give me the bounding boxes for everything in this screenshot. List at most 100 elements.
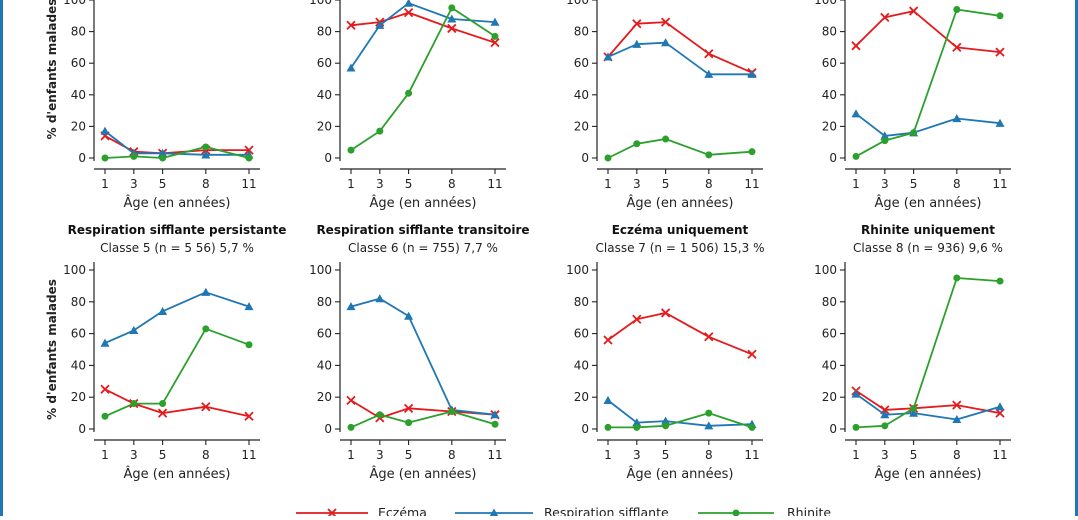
series-line [607, 138, 753, 159]
y-tick-label: 100 [309, 0, 332, 7]
legend-marker [489, 508, 499, 517]
data-point [748, 148, 756, 156]
data-point [603, 395, 613, 404]
data-point [953, 274, 961, 282]
legend: Eczéma Respiration sifflante Rhinite [296, 505, 831, 520]
data-point [852, 152, 860, 160]
chart-panel: 0 20 40 60 80 100 1 3 5 8 11 Âge (en années) Rhinite… [814, 223, 1011, 482]
data-point [245, 154, 253, 162]
data-point [201, 150, 211, 159]
y-tick-label: 80 [317, 295, 332, 309]
x-axis-title: Âge (en années) [874, 195, 981, 211]
data-point [403, 8, 414, 18]
x-axis-title: Âge (en années) [369, 195, 476, 211]
x-tick-label: 11 [992, 448, 1007, 462]
y-tick-label: 60 [822, 56, 837, 70]
y-tick-label: 80 [71, 295, 86, 309]
x-tick-label: 1 [347, 448, 355, 462]
x-tick-label: 3 [633, 448, 641, 462]
data-point [157, 408, 168, 418]
x-tick-label: 11 [487, 177, 502, 191]
data-point [448, 4, 456, 12]
y-tick-label: 0 [78, 151, 86, 165]
data-point [633, 423, 641, 431]
data-point [158, 148, 168, 157]
x-tick-label: 8 [953, 177, 961, 191]
data-point [202, 325, 210, 333]
x-tick-label: 5 [405, 177, 413, 191]
data-point [100, 338, 110, 347]
data-point [376, 127, 384, 135]
data-point [447, 23, 457, 34]
y-tick-label: 40 [574, 358, 589, 372]
y-tick-label: 0 [324, 422, 332, 436]
data-point [632, 39, 642, 48]
y-tick-label: 60 [822, 327, 837, 341]
legend-label: Respiration sifflante [544, 505, 669, 516]
x-tick-label: 1 [604, 448, 612, 462]
panel-title: Eczéma uniquement [612, 223, 749, 237]
data-point [448, 408, 456, 416]
data-point [910, 129, 918, 137]
x-tick-label: 3 [376, 448, 384, 462]
x-tick-label: 8 [202, 177, 210, 191]
data-point [952, 114, 962, 123]
frame-left-border [0, 0, 3, 516]
x-tick-label: 8 [448, 448, 456, 462]
legend-label: Rhinite [787, 505, 831, 516]
y-tick-label: 40 [317, 88, 332, 102]
x-tick-label: 3 [130, 177, 138, 191]
data-point [632, 19, 642, 29]
y-tick-label: 20 [574, 390, 589, 404]
data-point [953, 5, 961, 13]
y-tick-label: 20 [71, 119, 86, 133]
x-tick-label: 8 [202, 448, 210, 462]
y-tick-label: 20 [822, 390, 837, 404]
y-tick-label: 0 [829, 422, 837, 436]
y-tick-label: 0 [581, 151, 589, 165]
series-line [855, 8, 1001, 158]
panel-title: Rhinite uniquement [861, 223, 995, 237]
x-tick-label: 3 [881, 177, 889, 191]
series-line [350, 11, 496, 44]
chart-panel: 0 20 40 60 80 100 1 3 5 8 11 Âge (en années) % d'enf… [45, 223, 286, 482]
series-line [350, 399, 496, 419]
data-point [909, 408, 919, 417]
chart-panel: 0 20 40 60 80 100 1 3 5 8 11 Âge (en années) [309, 0, 506, 211]
data-point [995, 402, 1005, 411]
x-tick-label: 1 [101, 448, 109, 462]
y-tick-label: 60 [317, 327, 332, 341]
data-point [604, 154, 612, 162]
x-tick-label: 8 [448, 177, 456, 191]
y-tick-label: 40 [574, 88, 589, 102]
x-axis-title: Âge (en années) [626, 466, 733, 482]
x-axis-title: Âge (en années) [874, 466, 981, 482]
legend-item: Respiration sifflante [455, 505, 669, 520]
data-point [632, 418, 642, 427]
data-point [375, 20, 385, 29]
data-point [346, 395, 356, 406]
x-tick-label: 5 [159, 448, 167, 462]
data-point [403, 403, 414, 413]
data-point [604, 423, 612, 431]
panel-subtitle: Classe 6 (n = 755) 7,7 % [348, 241, 498, 255]
y-tick-label: 80 [822, 25, 837, 39]
y-tick-label: 40 [71, 358, 86, 372]
data-point [952, 42, 962, 53]
data-point [704, 69, 714, 78]
data-point [995, 118, 1005, 127]
x-tick-label: 5 [159, 177, 167, 191]
x-tick-label: 11 [992, 177, 1007, 191]
x-tick-label: 5 [405, 448, 413, 462]
data-point [491, 420, 499, 428]
series-line [607, 41, 752, 76]
series-line [104, 135, 249, 155]
series-line [607, 311, 753, 356]
data-point [490, 38, 500, 48]
data-point [158, 306, 168, 315]
chart-panel: 0 20 40 60 80 100 1 3 5 8 11 Âge (en années) Respira… [309, 223, 529, 482]
series-line [350, 297, 496, 416]
y-tick-label: 0 [324, 151, 332, 165]
data-point [748, 423, 756, 431]
y-tick-label: 80 [822, 295, 837, 309]
